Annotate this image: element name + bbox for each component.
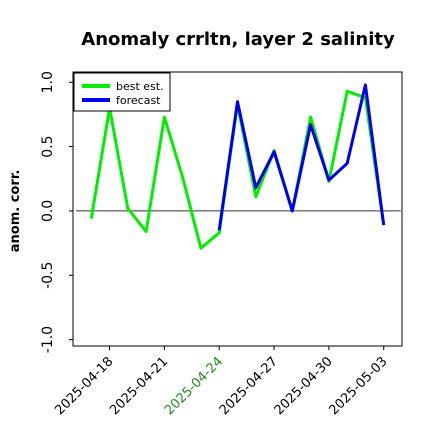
legend-box [73,72,171,112]
legend-label: forecast [116,94,161,107]
x-tick-label: 2025-04-30 [272,354,336,418]
x-tick-label: 2025-04-24 [162,354,226,418]
y-axis-label: anom. corr. [8,170,23,253]
series-line [217,83,386,231]
plot-area: 1.00.50.0-0.5-1.02025-04-182025-04-21202… [40,71,403,418]
plot-frame [72,71,403,347]
x-tick-label: 2025-04-18 [52,354,116,418]
x-tick-label: 2025-04-21 [107,354,171,418]
y-tick-label: 0.0 [40,200,56,222]
chart-title: Anomaly crrltn, layer 2 salinity [81,29,395,50]
x-tick-label: 2025-04-27 [217,354,281,418]
y-tick-label: 1.0 [40,71,56,93]
legend-label: best est. [116,80,164,93]
legend: best est.forecast [73,72,171,112]
y-tick-label: -1.0 [40,326,56,353]
x-tick-label: 2025-05-03 [327,354,391,418]
y-tick-label: -0.5 [40,262,56,289]
y-tick-label: 0.5 [40,135,56,157]
